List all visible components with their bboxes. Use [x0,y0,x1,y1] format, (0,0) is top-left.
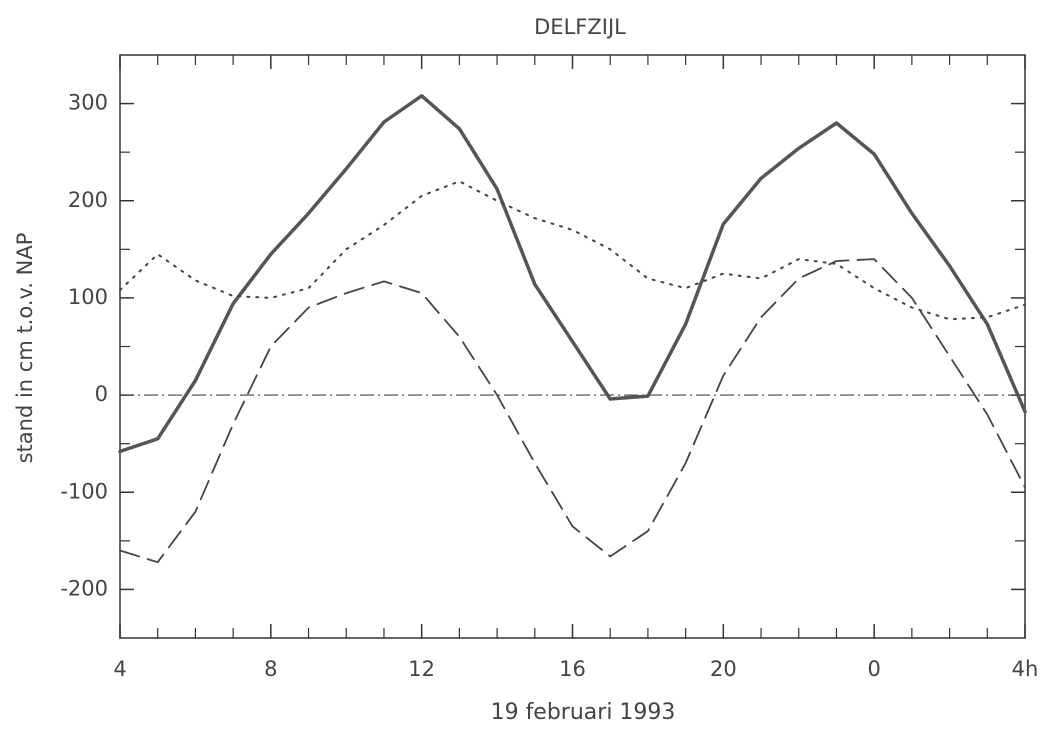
y-tick-label: 0 [95,382,108,406]
x-tick-label: 4h [1012,657,1039,681]
x-tick-label: 12 [408,657,435,681]
series-line [119,180,1026,321]
x-tick-label: 0 [867,657,880,681]
x-tick-label: 16 [559,657,586,681]
y-tick-label: -100 [60,479,108,503]
series-line [118,94,1027,454]
y-tick-label: 100 [68,285,108,309]
plot-frame [119,54,1026,639]
y-tick-label: -200 [60,576,108,600]
series-line [119,258,1026,564]
y-tick-label: 200 [68,188,108,212]
x-tick-label: 4 [113,657,126,681]
x-tick-label: 8 [264,657,277,681]
x-axis-label: 19 februari 1993 [491,700,676,725]
y-axis-label: stand in cm t.o.v. NAP [13,233,37,464]
x-tick-label: 20 [710,657,737,681]
chart-title: DELFZIJL [534,15,626,39]
y-tick-label: 300 [68,91,108,115]
